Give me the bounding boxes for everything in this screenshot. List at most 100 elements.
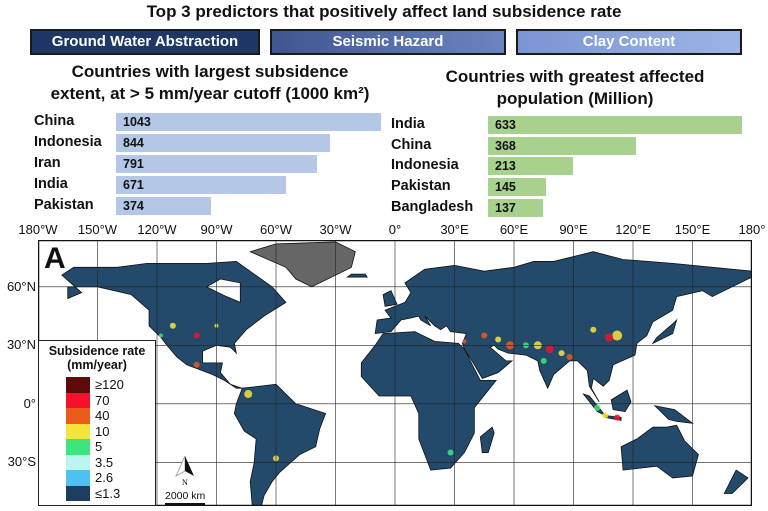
lon-tick-label: 150°E xyxy=(674,222,711,237)
lon-tick-label: 0° xyxy=(388,222,402,237)
left-chart-title-2: extent, at > 5 mm/year cutoff (1000 km²) xyxy=(50,84,370,103)
lon-tick-label: 180°W xyxy=(18,222,58,237)
hudson-bay xyxy=(205,278,241,304)
bar-value-label: 145 xyxy=(495,180,516,195)
legend-item: 40 xyxy=(39,408,155,424)
bar-value-label: 633 xyxy=(495,118,516,132)
subsidence-hotspot xyxy=(540,357,547,364)
subsidence-hotspot xyxy=(193,361,200,368)
lon-tick-label: 120°E xyxy=(615,222,651,237)
sumatra xyxy=(582,393,606,416)
bar: 213 xyxy=(488,157,574,176)
bar: 844 xyxy=(116,134,331,152)
iceland xyxy=(346,273,368,278)
legend-item: 10 xyxy=(39,423,155,439)
subsidence-hotspot xyxy=(158,333,163,338)
bar: 671 xyxy=(116,176,287,194)
bar-category-label: Iran xyxy=(34,155,61,171)
legend-label: 70 xyxy=(95,392,110,408)
right-chart-title-1: Countries with greatest affected xyxy=(445,67,705,86)
subsidence-map xyxy=(38,240,752,506)
bar-category-label: Indonesia xyxy=(34,134,102,150)
bar-value-label: 791 xyxy=(123,157,144,171)
bar-category-label: Pakistan xyxy=(391,178,451,195)
bar-value-label: 213 xyxy=(495,159,516,174)
subsidence-hotspot xyxy=(605,333,614,342)
subsidence-hotspot xyxy=(244,390,253,399)
eurasia xyxy=(374,251,752,403)
panel-label: A xyxy=(44,242,66,275)
subsidence-hotspot xyxy=(590,326,597,333)
britain xyxy=(382,290,398,307)
bar-category-label: India xyxy=(391,116,425,132)
bar-category-label: China xyxy=(391,136,432,153)
subsidence-hotspot xyxy=(447,449,454,456)
legend-item: 2.6 xyxy=(39,470,155,486)
lat-tick-label: 30°S xyxy=(7,454,36,470)
legend-title-2: (mm/year) xyxy=(67,358,127,372)
lon-tick-label: 30°E xyxy=(440,222,469,237)
bar: 145 xyxy=(488,178,547,197)
legend-item: ≥120 xyxy=(39,377,155,393)
subsidence-hotspot xyxy=(481,332,488,339)
subsidence-hotspot xyxy=(602,412,609,419)
legend-swatch xyxy=(66,392,90,408)
legend-swatch xyxy=(66,454,90,470)
legend-label: 10 xyxy=(95,423,110,439)
legend-swatch xyxy=(66,439,90,455)
legend-item: 70 xyxy=(39,392,155,408)
lat-tick-label: 60°N xyxy=(6,278,36,294)
bar: 137 xyxy=(488,198,543,217)
legend-swatch xyxy=(66,470,90,486)
new-zealand xyxy=(723,469,749,494)
bar: 368 xyxy=(488,136,636,155)
bar-category-label: Indonesia xyxy=(391,157,459,174)
new-guinea xyxy=(653,405,694,424)
bar-category-label: Pakistan xyxy=(34,197,94,213)
subsidence-hotspot xyxy=(169,322,176,329)
greenland xyxy=(249,241,356,288)
north-arrow-icon: N xyxy=(175,455,194,487)
subsidence-hotspot xyxy=(594,404,601,411)
bar: 791 xyxy=(116,155,317,173)
legend-title-1: Subsidence rate xyxy=(48,344,146,358)
lon-tick-label: 60°W xyxy=(260,222,292,237)
subsidence-hotspot xyxy=(612,330,623,341)
legend-label: 5 xyxy=(95,439,103,455)
north-label: N xyxy=(182,478,188,487)
legend-item: 5 xyxy=(39,439,155,455)
legend: Subsidence rate (mm/year) ≥120 70 40 10 5 3.5… xyxy=(38,340,156,506)
bar-category-label: China xyxy=(34,113,75,129)
scale-bar-label: 2000 km xyxy=(165,490,206,502)
bar-category-label: Bangladesh xyxy=(391,198,474,215)
predictor-groundwater: Ground Water Abstraction xyxy=(30,29,260,55)
lon-tick-label: 90°W xyxy=(200,222,233,237)
subsidence-hotspot xyxy=(193,332,200,339)
bar-value-label: 844 xyxy=(123,136,144,150)
subsidence-hotspot xyxy=(566,354,573,360)
south-america xyxy=(233,383,327,506)
subsidence-hotspot xyxy=(614,414,621,421)
bar-value-label: 671 xyxy=(123,178,144,192)
predictor-seismic: Seismic Hazard xyxy=(270,29,506,55)
bar-category-label: India xyxy=(34,176,68,192)
legend-label: ≥120 xyxy=(95,377,124,393)
scale-bar xyxy=(165,503,205,506)
lon-tick-label: 150°W xyxy=(77,222,118,237)
figure-title: Top 3 predictors that positively affect … xyxy=(146,2,622,21)
japan xyxy=(651,318,678,345)
subsidence-hotspot xyxy=(495,336,502,343)
subsidence-hotspot xyxy=(462,339,467,344)
lon-tick-label: 180° xyxy=(738,222,766,237)
lon-tick-label: 30°W xyxy=(319,222,352,237)
bar: 633 xyxy=(488,116,742,134)
lon-tick-label: 90°E xyxy=(559,222,588,237)
bar-value-label: 1043 xyxy=(123,115,151,129)
lat-tick-label: 30°N xyxy=(6,337,36,353)
right-chart-title-2: population (Million) xyxy=(496,89,654,108)
bar-value-label: 137 xyxy=(495,200,516,215)
lon-tick-label: 120°W xyxy=(137,222,177,237)
legend-label: 3.5 xyxy=(95,454,114,470)
lon-tick-label: 60°E xyxy=(499,222,529,237)
legend-swatch xyxy=(66,377,90,393)
